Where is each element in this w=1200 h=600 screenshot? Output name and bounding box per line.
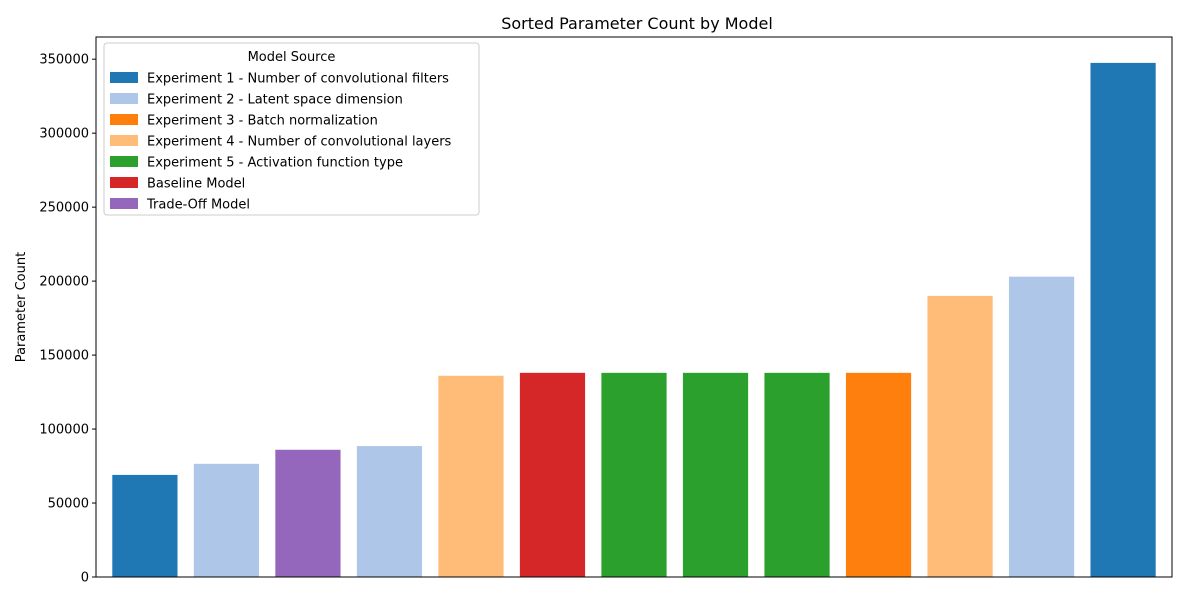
- bar-7: [601, 372, 667, 577]
- bar-10: [845, 372, 912, 577]
- bar-4: [356, 446, 423, 577]
- y-tick-label-5: 250000: [39, 201, 89, 216]
- bar-3: [275, 449, 341, 577]
- bar-6: [519, 372, 586, 577]
- y-axis-label: Parameter Count: [14, 252, 29, 362]
- y-tick-label-0: 0: [81, 571, 89, 586]
- legend-box: [103, 42, 480, 216]
- legend: Model Source Experiment 1 - Number of con…: [103, 42, 480, 216]
- y-tick-label-2: 100000: [39, 423, 89, 438]
- bar-9: [764, 372, 830, 577]
- legend-label-6: Baseline Model: [147, 177, 245, 192]
- legend-label-4: Experiment 4 - Number of convolutional l…: [147, 135, 452, 150]
- y-tick-label-1: 50000: [48, 497, 89, 512]
- bar-11: [927, 295, 993, 577]
- legend-label-2: Experiment 2 - Latent space dimension: [147, 93, 403, 108]
- legend-swatch-1: [110, 72, 138, 83]
- bar-8: [682, 372, 749, 577]
- bar-13: [1090, 62, 1156, 577]
- y-tick-label-3: 150000: [39, 349, 89, 364]
- legend-title: Model Source: [248, 50, 336, 65]
- y-tick-label-7: 350000: [39, 53, 89, 68]
- bar-2: [193, 463, 260, 577]
- y-tick-label-6: 300000: [39, 127, 89, 142]
- chart-title: Sorted Parameter Count by Model: [501, 14, 773, 33]
- legend-swatch-7: [110, 198, 138, 209]
- plot-frame: [95, 36, 1173, 578]
- bar-12: [1008, 276, 1075, 577]
- y-axis: 0 50000 100000 150000 200000 250000 300000 3500…: [39, 53, 96, 586]
- legend-label-5: Experiment 5 - Activation function type: [147, 156, 403, 171]
- bars-group: [112, 62, 1156, 577]
- legend-swatch-6: [110, 177, 138, 188]
- legend-swatch-5: [110, 156, 138, 167]
- legend-label-3: Experiment 3 - Batch normalization: [147, 114, 378, 129]
- legend-swatch-2: [110, 93, 138, 104]
- legend-swatch-3: [110, 114, 138, 125]
- y-tick-label-4: 200000: [39, 275, 89, 290]
- legend-label-7: Trade-Off Model: [146, 198, 250, 213]
- bar-1: [112, 474, 178, 577]
- legend-label-1: Experiment 1 - Number of convolutional f…: [147, 72, 449, 87]
- bar-5: [438, 375, 504, 577]
- legend-swatch-4: [110, 135, 138, 146]
